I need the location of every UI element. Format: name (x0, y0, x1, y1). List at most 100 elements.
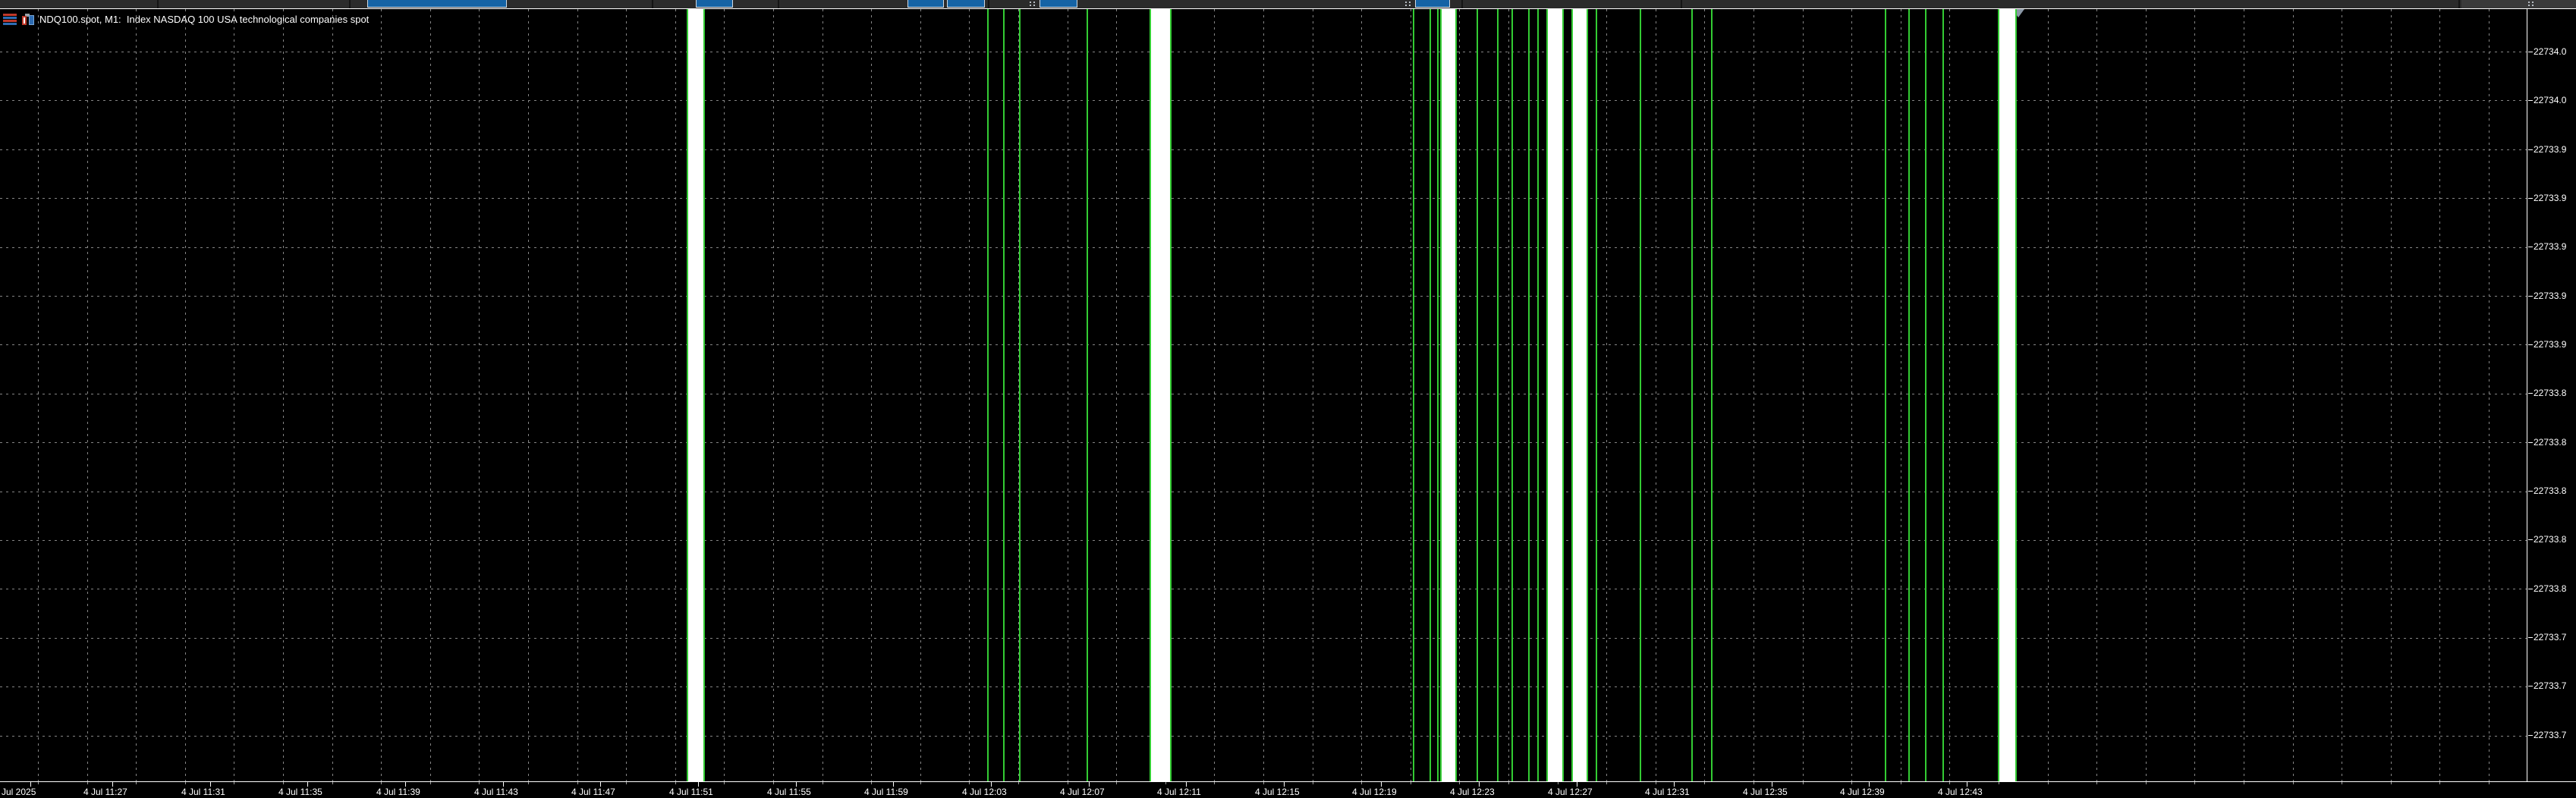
time-axis-label: 4 Jul 12:35 (1743, 787, 1788, 797)
chart-symbol-description: NDQ100.spot, M1: Index NASDAQ 100 USA te… (39, 14, 370, 25)
candle-range-line (1437, 9, 1439, 781)
time-axis-label: 4 Jul 11:55 (767, 787, 811, 797)
candle-range-line (1019, 9, 1021, 781)
candle-range-line (1640, 9, 1641, 781)
window-grip-icon[interactable] (1030, 2, 1036, 7)
grid-line-vertical (1459, 9, 1460, 781)
background-window-titlebar[interactable] (367, 0, 507, 8)
candle-range-line (1477, 9, 1478, 781)
grid-line-vertical (1803, 9, 1804, 781)
grid-line-vertical (1851, 9, 1852, 781)
titlebar-strip-light-segment (2461, 0, 2576, 8)
grid-line-vertical (1263, 9, 1264, 781)
time-axis-minor-tick (332, 782, 333, 784)
titlebar-strip-divider (1461, 0, 1463, 8)
time-axis-minor-tick (528, 782, 529, 784)
grid-line-vertical (38, 9, 39, 781)
time-axis-tick (1479, 782, 1480, 787)
time-axis-minor-tick (822, 782, 823, 784)
time-axis-tick (1869, 782, 1870, 787)
grid-line-vertical (920, 9, 921, 781)
price-axis-label: 22733.7 (2534, 680, 2567, 691)
time-axis-minor-tick (87, 782, 88, 784)
price-axis-tick (2528, 442, 2533, 443)
price-axis-tick (2528, 393, 2533, 394)
candle-range-line (1511, 9, 1513, 781)
time-axis-minor-tick (1165, 782, 1166, 784)
time-axis-label: 4 Jul 12:19 (1352, 787, 1397, 797)
candle-range-line (1087, 9, 1088, 781)
price-axis-label: 22733.8 (2534, 437, 2567, 448)
grid-line-vertical (332, 9, 333, 781)
grid-line-vertical (479, 9, 480, 781)
time-axis-tick (112, 782, 113, 787)
time-axis-minor-tick (2048, 782, 2049, 784)
time-axis-tick (893, 782, 894, 787)
time-axis-minor-tick (1606, 782, 1607, 784)
grid-line-vertical (1018, 9, 1019, 781)
grid-line-vertical (528, 9, 529, 781)
price-axis-label: 22733.9 (2534, 241, 2567, 252)
grid-line-vertical (283, 9, 284, 781)
price-axis-label: 22733.8 (2534, 388, 2567, 398)
window-grip-icon[interactable] (2528, 2, 2534, 7)
time-axis-minor-tick (1704, 782, 1705, 784)
grid-line-vertical (822, 9, 823, 781)
grid-line-vertical (381, 9, 382, 781)
time-axis-minor-tick (773, 782, 774, 784)
time-axis-tick (1089, 782, 1090, 787)
background-window-titlebar[interactable] (907, 0, 944, 8)
candle-range-line (1596, 9, 1597, 781)
grid-line-vertical (185, 9, 186, 781)
time-axis-minor-tick (1949, 782, 1950, 784)
candle-range-line (1885, 9, 1886, 781)
background-window-titlebar[interactable] (947, 0, 985, 8)
chart-symbol-header: NDQ100.spot, M1: Index NASDAQ 100 USA te… (3, 14, 369, 25)
background-window-titlebar[interactable] (1415, 0, 1450, 8)
time-axis-tick (698, 782, 699, 787)
candle-range-line (1691, 9, 1693, 781)
time-axis-label: 4 Jul 11:35 (278, 787, 322, 797)
chart-shift-marker-icon[interactable] (2012, 9, 2024, 17)
candlestick-body (1546, 9, 1564, 781)
grid-line-vertical (2439, 9, 2440, 781)
time-axis-label: 4 Jul 12:07 (1060, 787, 1105, 797)
candle-range-line (1413, 9, 1414, 781)
time-axis-tick (1284, 782, 1285, 787)
candlestick-body (1440, 9, 1457, 781)
time-axis-tick (1381, 782, 1382, 787)
price-axis[interactable]: 22734.0 22734.0 22733.9 22733.9 22733.9 22733… (2528, 9, 2576, 781)
window-grip-icon[interactable] (1405, 2, 1411, 7)
background-window-titlebar[interactable] (1040, 0, 1077, 8)
time-axis-minor-tick (1459, 782, 1460, 784)
price-axis-tick (2528, 100, 2533, 101)
background-window-titlebar[interactable] (696, 0, 733, 8)
time-axis-label: 4 Jul 12:27 (1548, 787, 1593, 797)
background-window-titlebars-strip (0, 0, 2576, 8)
time-axis-tick (796, 782, 797, 787)
titlebar-strip-divider (652, 0, 653, 8)
chart-plot-area[interactable]: NDQ100.spot, M1: Index NASDAQ 100 USA te… (0, 9, 2527, 781)
time-axis-minor-tick (430, 782, 431, 784)
price-axis-label: 22733.7 (2534, 730, 2567, 740)
time-axis-minor-tick (1851, 782, 1852, 784)
candle-range-line (1908, 9, 1910, 781)
chart-list-icon (3, 14, 17, 25)
time-axis-minor-tick (1803, 782, 1804, 784)
time-axis-label: 4 Jul 12:15 (1255, 787, 1300, 797)
time-axis-minor-tick (185, 782, 186, 784)
grid-line-horizontal (0, 540, 2527, 541)
price-axis-tick (2528, 296, 2533, 297)
chart-bottom-border (0, 781, 2576, 782)
candle-range-line (1711, 9, 1713, 781)
titlebar-strip-divider (778, 0, 779, 8)
time-axis[interactable]: Jul 2025 4 Jul 11:27 4 Jul 11:31 4 Jul 11:3… (0, 782, 2576, 798)
grid-line-vertical (871, 9, 872, 781)
time-axis-tick (503, 782, 504, 787)
time-axis-minor-tick (381, 782, 382, 784)
candlestick-body (1998, 9, 2017, 781)
candlestick-body (1150, 9, 1172, 781)
time-axis-minor-tick (2096, 782, 2097, 784)
grid-line-vertical (1949, 9, 1950, 781)
grid-line-vertical (577, 9, 578, 781)
